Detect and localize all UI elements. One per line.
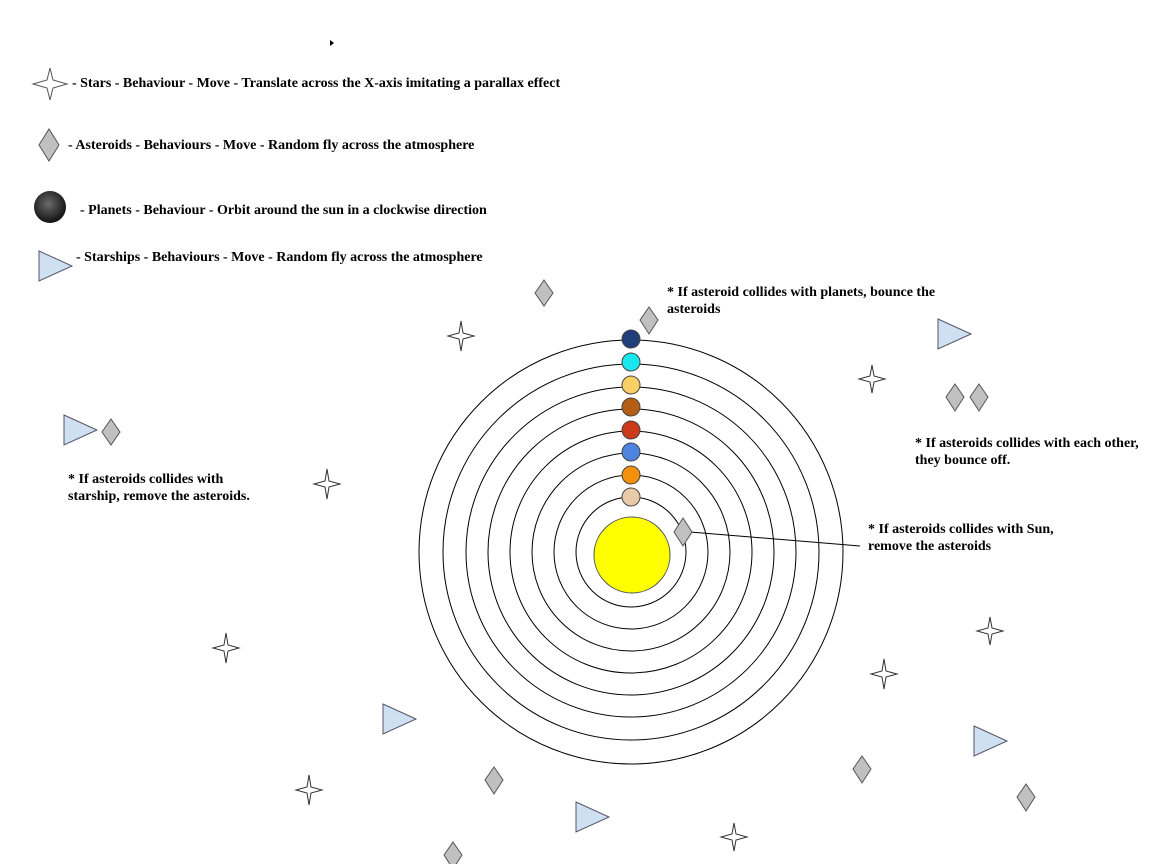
legend-starship-icon [38,250,74,282]
star [719,822,749,852]
legend-star-icon [31,67,69,101]
starship [63,414,99,446]
planets [621,329,641,507]
star [446,320,476,352]
planet-8 [621,329,641,349]
note-starship-collision: * If asteroids collides with starship, r… [68,472,250,504]
asteroid [852,755,872,784]
star [211,632,241,664]
asteroid [969,383,989,412]
asteroid [484,766,504,795]
asteroid [534,279,554,307]
legend-asteroids-label: - Asteroids - Behaviours - Move - Random… [68,138,475,153]
star [975,616,1005,646]
planet-4 [621,420,641,440]
legend-planet-icon [34,191,66,223]
star [857,364,887,394]
planet-2 [621,465,641,485]
starship [382,703,418,735]
stars [211,320,1005,852]
legend-planets-label: - Planets - Behaviour - Orbit around the… [80,203,487,218]
starships [63,318,1009,833]
sun-note-leader-line [689,531,861,547]
star [312,468,342,500]
asteroid [443,841,463,864]
note-planet-collision: * If asteroid collides with planets, bou… [667,285,936,317]
asteroids [101,279,1036,864]
planet-1 [621,487,641,507]
star [294,774,324,806]
sun [593,516,671,594]
legend-starships-label: - Starships - Behaviours - Move - Random… [76,250,483,265]
planet-3 [621,442,641,462]
asteroid [639,306,659,335]
note-sun-collision: * If asteroids collides with Sun, remove… [868,522,1054,554]
note-asteroid-collision: * If asteroids collides with each other,… [915,436,1139,468]
asteroid [673,517,693,547]
asteroid [945,383,965,412]
legend-stars-label: - Stars - Behaviour - Move - Translate a… [72,76,561,91]
starship [973,725,1009,757]
star [869,658,899,690]
cursor-icon [330,40,334,46]
starship [575,801,611,833]
asteroid [101,418,121,446]
planet-6 [621,375,641,395]
planet-5 [621,397,641,417]
legend-asteroid-icon [38,128,60,162]
asteroid [1016,783,1036,812]
planet-7 [621,352,641,372]
starship [937,318,973,350]
